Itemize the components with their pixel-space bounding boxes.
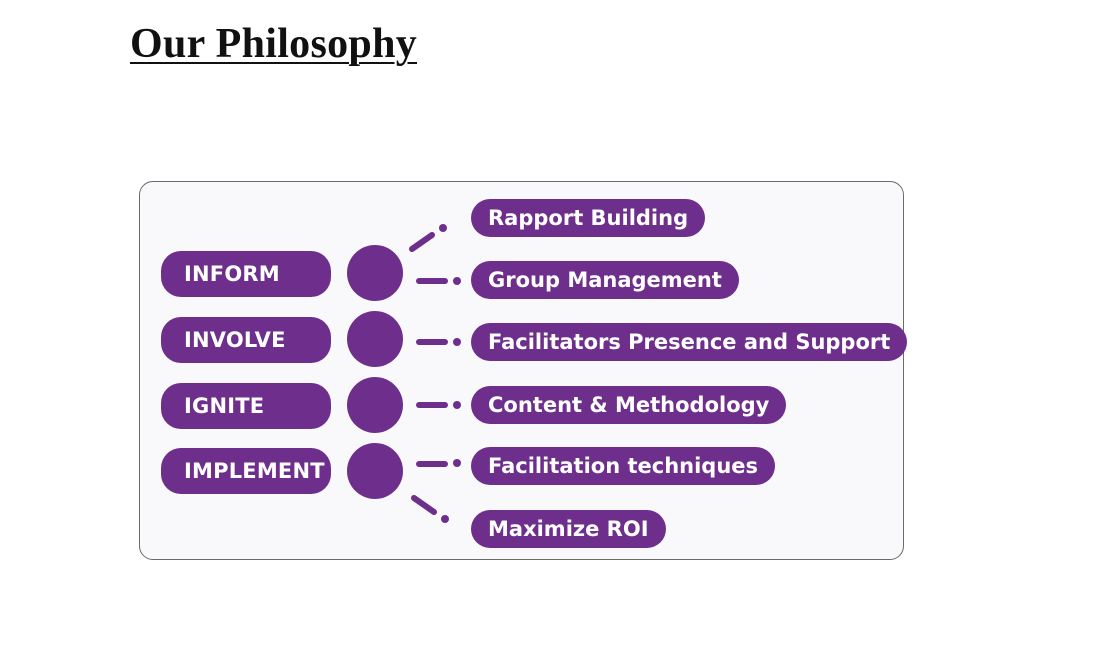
philosophy-diagram-panel bbox=[139, 181, 904, 560]
outcome-label: Facilitators Presence and Support bbox=[488, 330, 891, 354]
outcome-pill-facilitation-techniques: Facilitation techniques bbox=[471, 447, 776, 485]
outcome-label: Content & Methodology bbox=[488, 393, 770, 417]
outcome-label: Facilitation techniques bbox=[488, 454, 759, 478]
outcome-label: Group Management bbox=[488, 268, 722, 292]
outcome-pill-facilitators-presence: Facilitators Presence and Support bbox=[471, 323, 908, 361]
outcome-pill-group-management: Group Management bbox=[471, 261, 739, 299]
outcome-label: Maximize ROI bbox=[488, 517, 649, 541]
outcome-pill-rapport-building: Rapport Building bbox=[471, 199, 706, 237]
page-title: Our Philosophy bbox=[130, 21, 418, 67]
stage-pill-ignite: IGNITE bbox=[161, 383, 331, 429]
outcome-label: Rapport Building bbox=[488, 206, 689, 230]
stage-label: IMPLEMENT bbox=[184, 459, 325, 483]
stage-label: IGNITE bbox=[184, 394, 265, 418]
stage-pill-involve: INVOLVE bbox=[161, 317, 331, 363]
stage-pill-implement: IMPLEMENT bbox=[161, 448, 331, 494]
stage-pill-inform: INFORM bbox=[161, 251, 331, 297]
outcome-pill-content-methodology: Content & Methodology bbox=[471, 386, 787, 424]
stage-label: INVOLVE bbox=[184, 328, 286, 352]
stage-label: INFORM bbox=[184, 262, 280, 286]
outcome-pill-maximize-roi: Maximize ROI bbox=[471, 510, 666, 548]
